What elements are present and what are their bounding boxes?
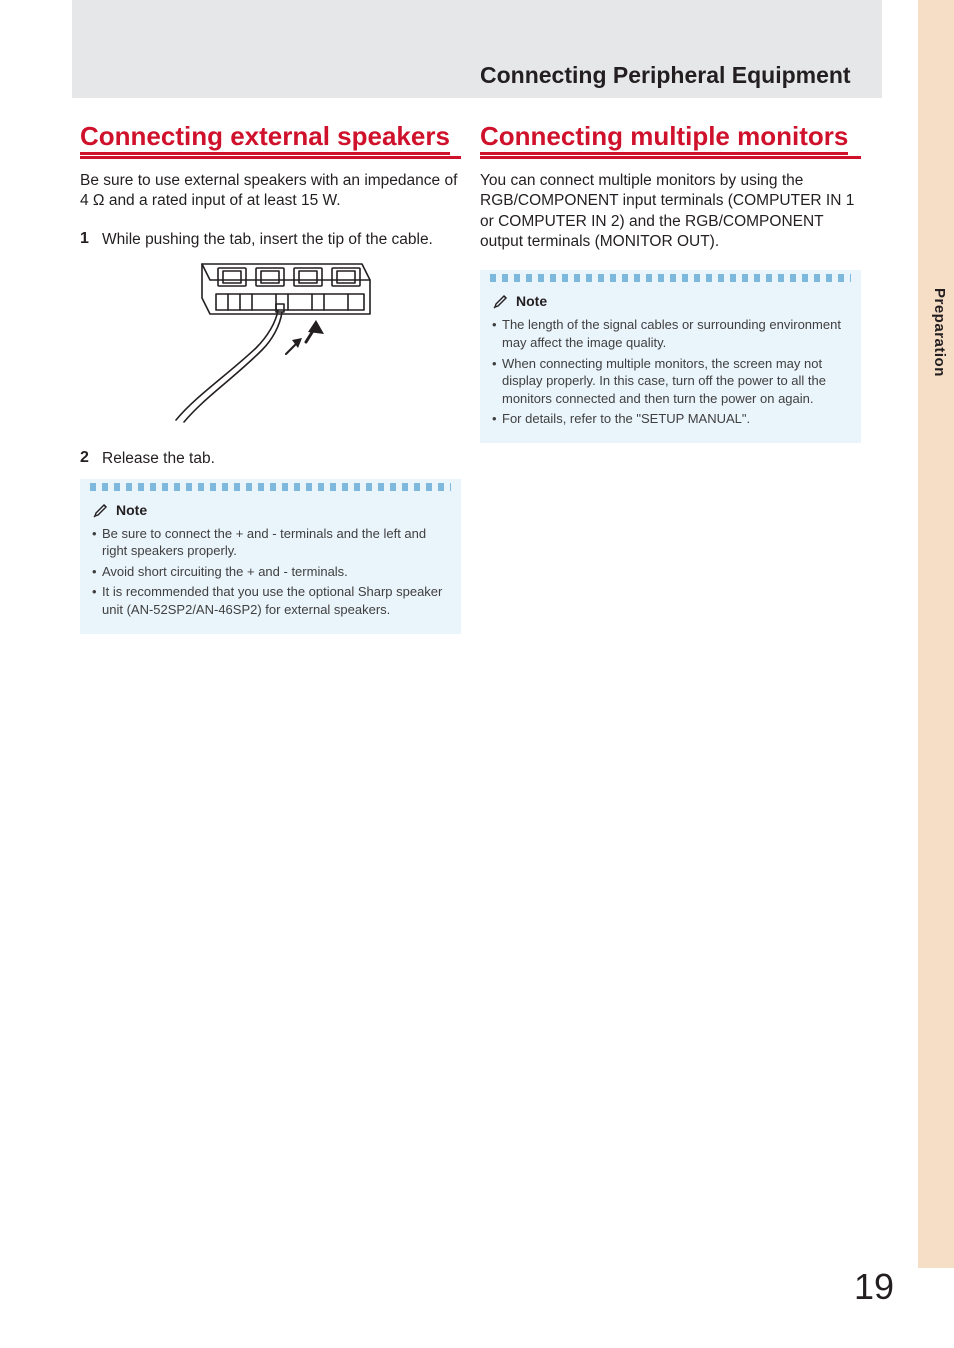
header-title: Connecting Peripheral Equipment xyxy=(480,62,851,89)
pencil-icon xyxy=(92,501,110,519)
section-title-right: Connecting multiple monitors xyxy=(480,122,848,155)
note-dots xyxy=(490,274,851,282)
illustration-wrap xyxy=(80,256,461,431)
note-item: Be sure to connect the + and - terminals… xyxy=(92,525,449,560)
side-tab-label: Preparation xyxy=(931,288,948,377)
pencil-icon xyxy=(492,292,510,310)
step-num: 1 xyxy=(80,230,102,250)
note-item: When connecting multiple monitors, the s… xyxy=(492,355,849,408)
note-box-left: Note Be sure to connect the + and - term… xyxy=(80,479,461,634)
note-label: Note xyxy=(516,293,547,309)
note-list-right: The length of the signal cables or surro… xyxy=(492,316,849,427)
section-title-wrap: Connecting external speakers xyxy=(80,122,461,159)
page: Preparation Connecting Peripheral Equipm… xyxy=(0,0,954,1348)
section-title-wrap: Connecting multiple monitors xyxy=(480,122,861,159)
page-number: 19 xyxy=(854,1266,894,1308)
step-1: 1 While pushing the tab, insert the tip … xyxy=(80,230,461,250)
left-column: Connecting external speakers Be sure to … xyxy=(80,122,461,634)
step-text: While pushing the tab, insert the tip of… xyxy=(102,230,433,250)
note-item: For details, refer to the "SETUP MANUAL"… xyxy=(492,410,849,428)
note-head: Note xyxy=(492,292,849,310)
note-list-left: Be sure to connect the + and - terminals… xyxy=(92,525,449,619)
left-intro: Be sure to use external speakers with an… xyxy=(80,171,461,212)
note-item: It is recommended that you use the optio… xyxy=(92,583,449,618)
step-num: 2 xyxy=(80,449,102,469)
note-head: Note xyxy=(92,501,449,519)
side-tab xyxy=(918,0,954,1268)
note-item: Avoid short circuiting the + and - termi… xyxy=(92,563,449,581)
note-item: The length of the signal cables or surro… xyxy=(492,316,849,351)
header-band: Connecting Peripheral Equipment xyxy=(72,0,882,98)
speaker-terminal-illustration xyxy=(156,256,386,431)
step-2: 2 Release the tab. xyxy=(80,449,461,469)
section-title-left: Connecting external speakers xyxy=(80,122,450,155)
step-text: Release the tab. xyxy=(102,449,215,469)
note-box-right: Note The length of the signal cables or … xyxy=(480,270,861,442)
right-column: Connecting multiple monitors You can con… xyxy=(480,122,861,443)
note-dots xyxy=(90,483,451,491)
note-label: Note xyxy=(116,502,147,518)
right-intro: You can connect multiple monitors by usi… xyxy=(480,171,861,253)
